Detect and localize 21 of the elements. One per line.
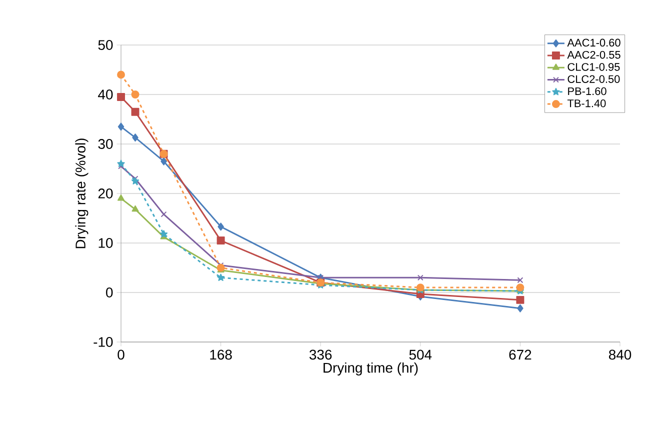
y-tick-label: 30 [98,139,113,149]
y-tick-label: 20 [98,188,113,198]
legend-label: CLC1-0.95 [568,63,620,71]
x-axis-title: Drying time (hr) [324,362,418,376]
x-tick-label: 504 [409,350,432,360]
y-axis-title: Drying rate (%vol) [75,138,88,248]
legend-label: TB-1.40 [567,99,606,108]
x-tick-label: 672 [509,350,532,360]
x-tick-label: 168 [210,350,232,360]
x-tick-label: 840 [608,350,632,360]
legend-label: AAC1-0.60 [567,38,620,47]
y-tick-label: 50 [98,40,113,50]
x-tick-label: 0 [118,350,124,360]
y-tick-label: 0 [106,288,113,298]
y-tick-label: 10 [98,238,113,248]
x-tick-label: 336 [310,350,332,360]
legend-label: PB-1.60 [568,87,606,96]
y-tick-label: -10 [94,337,113,347]
legend-label: CLC2-0.50 [568,75,620,83]
y-tick-label: 40 [98,90,113,100]
legend-label: AAC2-0.55 [567,50,620,59]
